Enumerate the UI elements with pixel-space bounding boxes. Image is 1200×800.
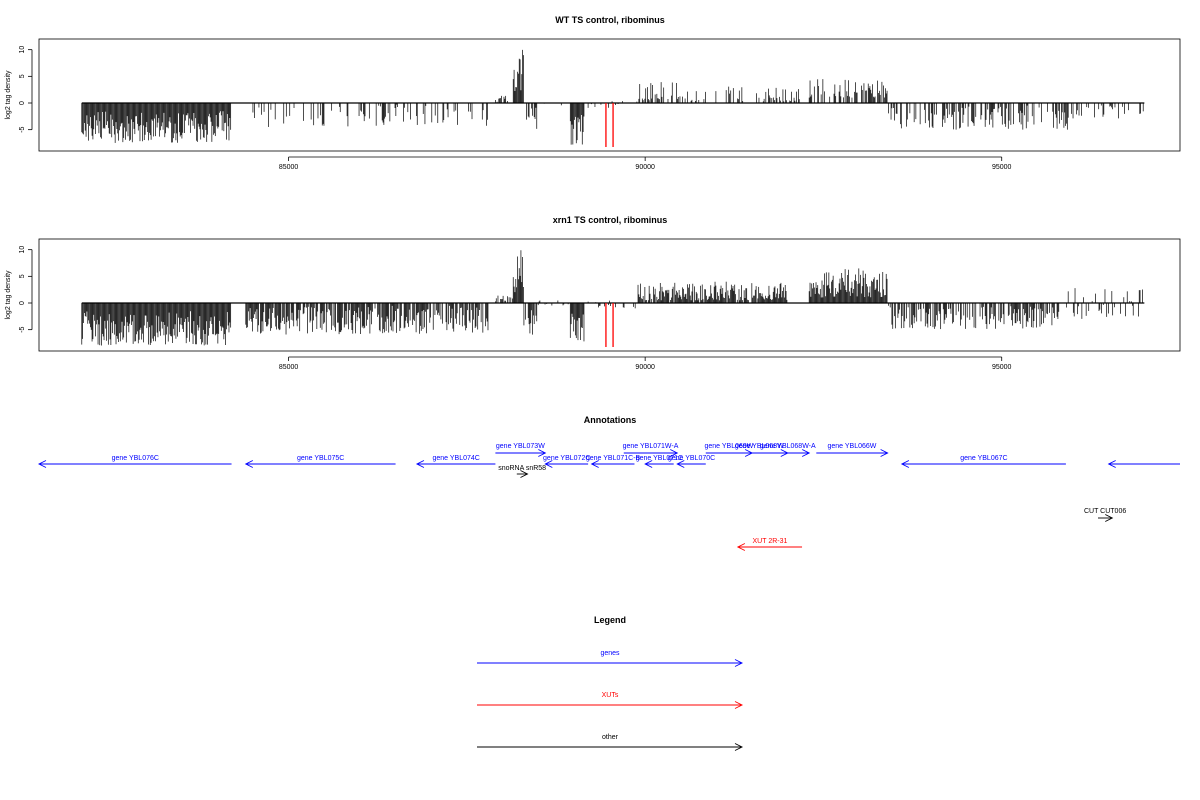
annotations-panel: Annotations gene YBL076C gene YBL075C gene… <box>37 415 1180 551</box>
y-tick-label-group: 10 <box>19 46 26 54</box>
annotation-features: gene YBL076C gene YBL075C gene YBL074C gene… <box>37 443 1180 551</box>
legend-items: genes XUTs other <box>477 650 744 751</box>
feature-label: gene YBL073W <box>496 443 545 450</box>
feature-label: gene YBL071C-B <box>586 455 641 462</box>
feature-label: gene YBL067C <box>960 455 1007 462</box>
feature-label: gene YBL075C <box>297 455 344 462</box>
feature-arrowhead <box>590 460 599 468</box>
wt-y-axis-label: log2 tag density <box>5 70 12 120</box>
legend-arrowhead <box>734 743 744 751</box>
legend-panel: Legend genes XUTs other <box>477 615 744 751</box>
feature-arrowhead <box>801 449 811 457</box>
feature-arrowhead <box>900 460 910 468</box>
feature-label: XUT 2R-31 <box>753 538 788 545</box>
y-tick-label-group: 0 <box>19 301 26 305</box>
x-tick-label: 90000 <box>635 364 655 371</box>
y-tick-label: 10 <box>19 246 26 254</box>
feature-arrowhead <box>676 460 685 468</box>
xrn1-track-panel: xrn1 TS control, ribominus log2 tag dens… <box>5 215 1181 371</box>
feature-arrowhead <box>1107 460 1116 468</box>
xrn1-highlight-marks <box>605 303 614 347</box>
feature-label: gene YBL066W <box>828 443 877 450</box>
y-tick-label-group: 0 <box>19 101 26 105</box>
y-tick-label: 5 <box>19 274 26 278</box>
x-tick-label: 85000 <box>279 164 299 171</box>
feature-arrowhead <box>644 460 653 468</box>
feature-label: gene YBL070C <box>668 455 715 462</box>
annotations-title: Annotations <box>584 415 637 425</box>
wt-density-bars <box>81 49 1145 145</box>
xrn1-x-axis: 85000 90000 95000 <box>279 356 1012 371</box>
xrn1-y-axis: -5 0 5 10 <box>19 246 33 333</box>
feature-label: gene YBL074C <box>432 455 479 462</box>
wt-track-panel: WT TS control, ribominus log2 tag densit… <box>5 15 1181 171</box>
feature-label: CUT CUT006 <box>1084 508 1126 515</box>
feature-arrowhead <box>880 449 889 457</box>
x-tick-label: 95000 <box>992 164 1012 171</box>
feature-label: gene YBL068W <box>735 443 784 450</box>
legend-title: Legend <box>594 615 626 625</box>
feature-arrowhead <box>520 470 529 478</box>
legend-label: other <box>602 734 619 741</box>
feature-arrowhead <box>736 543 746 551</box>
feature-label: gene YBL068W-A <box>760 443 816 450</box>
feature-arrowhead <box>538 449 547 457</box>
y-tick-label-group: 5 <box>19 274 26 278</box>
y-tick-label: 5 <box>19 74 26 78</box>
wt-track-title: WT TS control, ribominus <box>555 15 665 25</box>
feature-label: gene YBL072C <box>543 455 590 462</box>
feature-arrowhead <box>37 460 47 468</box>
feature-arrowhead <box>1105 514 1114 522</box>
feature-label: gene YBL071C <box>636 455 683 462</box>
xrn1-track-title: xrn1 TS control, ribominus <box>553 215 668 225</box>
y-tick-label: 0 <box>19 301 26 305</box>
feature-arrowhead <box>544 460 553 468</box>
x-tick-label: 90000 <box>635 164 655 171</box>
y-tick-label-group: -5 <box>19 126 26 132</box>
wt-highlight-marks <box>605 103 614 147</box>
xrn1-plot-frame <box>38 238 1181 352</box>
y-tick-label: 0 <box>19 101 26 105</box>
legend-label: genes <box>600 650 620 657</box>
xrn1-y-axis-label: log2 tag density <box>5 270 12 320</box>
legend-label: XUTs <box>602 692 619 699</box>
x-tick-label: 95000 <box>992 364 1012 371</box>
legend-arrowhead <box>734 701 744 709</box>
y-tick-label-group: -5 <box>19 326 26 332</box>
y-tick-label-group: 10 <box>19 246 26 254</box>
y-tick-label: -5 <box>19 126 26 132</box>
legend-arrowhead <box>734 659 744 667</box>
feature-arrowhead <box>244 460 254 468</box>
wt-plot-frame <box>38 38 1181 152</box>
feature-label: gene YBL071W-A <box>623 443 679 450</box>
feature-label: snoRNA snR58 <box>498 465 546 472</box>
y-tick-label: 10 <box>19 46 26 54</box>
y-tick-label: -5 <box>19 326 26 332</box>
x-tick-label: 85000 <box>279 364 299 371</box>
wt-y-axis: -5 0 5 10 <box>19 46 33 133</box>
feature-arrowhead <box>415 460 425 468</box>
feature-arrowhead <box>670 449 679 457</box>
feature-label: gene YBL069W <box>704 443 753 450</box>
feature-label: gene YBL076C <box>112 455 159 462</box>
wt-x-axis: 85000 90000 95000 <box>279 156 1012 171</box>
y-tick-label-group: 5 <box>19 74 26 78</box>
